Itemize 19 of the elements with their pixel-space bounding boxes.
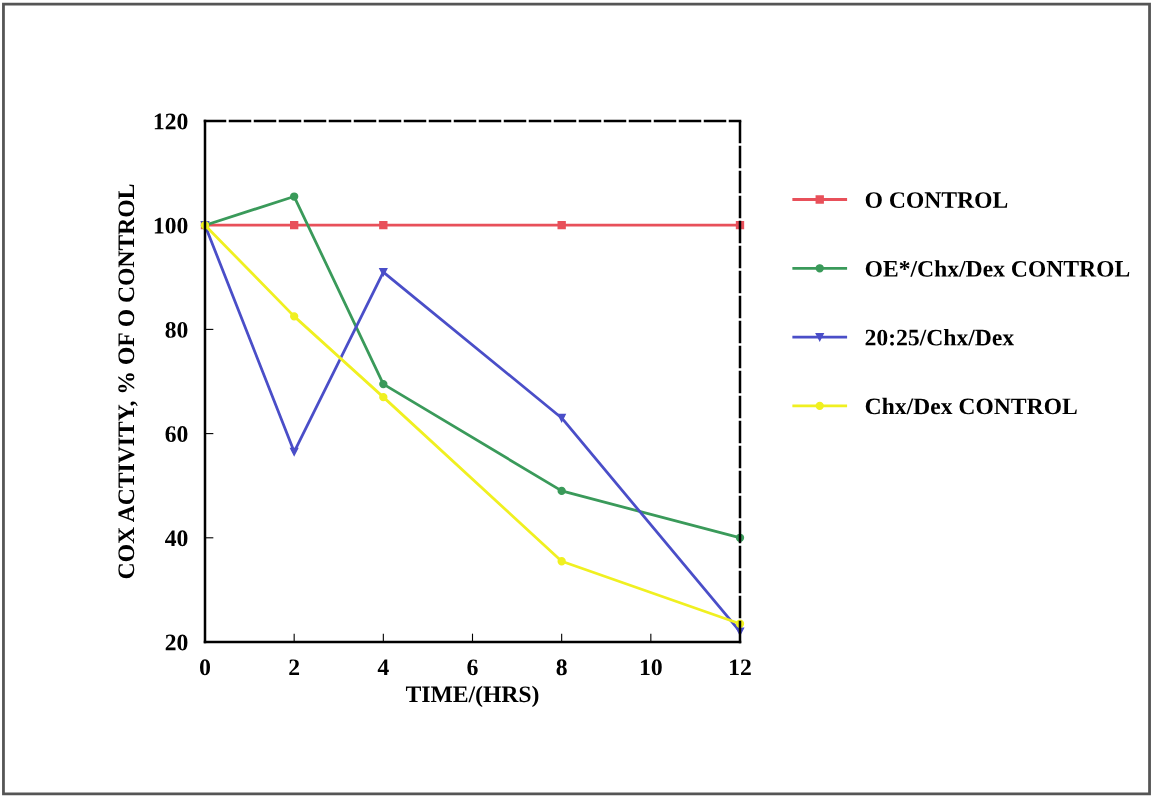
x-tick-label: 2 <box>289 659 300 676</box>
y-axis-title: COX ACTIVITY, % OF O CONTROL <box>118 184 138 579</box>
y-tick-label: 120 <box>154 113 188 130</box>
x-tick-label: 0 <box>200 659 210 676</box>
x-tick-label: 4 <box>377 659 389 676</box>
legend-label: OE*/Chx/Dex CONTROL <box>865 260 1130 277</box>
legend-label: O CONTROL <box>865 192 1008 209</box>
x-tick-label: 10 <box>640 659 662 676</box>
y-tick-label: 60 <box>165 426 188 443</box>
y-tick-label: 40 <box>165 530 188 547</box>
x-tick-label: 12 <box>730 659 751 676</box>
x-axis-title: TIME/(HRS) <box>405 685 539 708</box>
x-tick-label: 8 <box>556 659 567 676</box>
y-tick-label: 80 <box>165 321 188 338</box>
x-tick-label: 6 <box>467 659 478 676</box>
legend-label: 20:25/Chx/Dex <box>865 328 1014 346</box>
y-tick-label: 100 <box>154 217 188 234</box>
legend-label: Chx/Dex CONTROL <box>865 397 1077 415</box>
y-tick-label: 20 <box>165 634 188 651</box>
